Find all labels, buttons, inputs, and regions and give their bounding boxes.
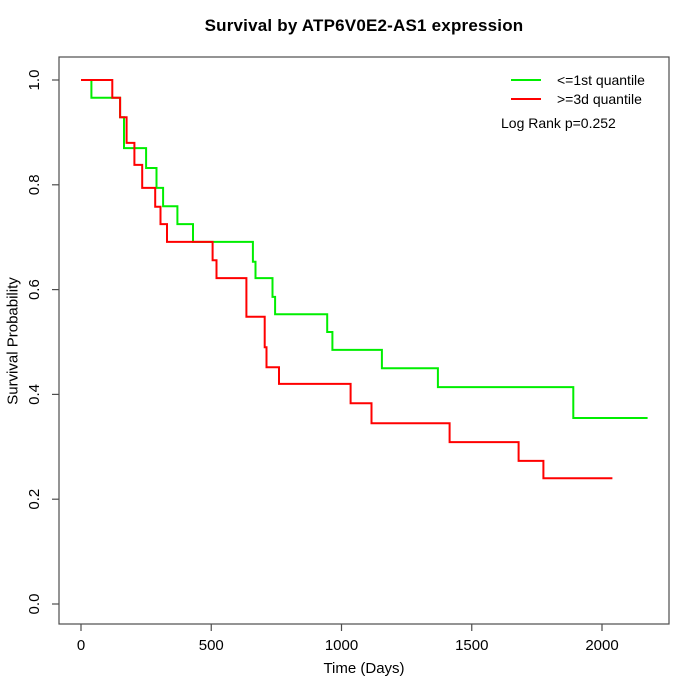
x-tick-label: 0 — [77, 637, 85, 654]
y-tick-label: 0.8 — [26, 174, 43, 195]
y-tick-label: 0.6 — [26, 279, 43, 300]
y-tick-label: 0.0 — [26, 594, 43, 615]
plot-box — [58, 56, 670, 625]
legend-line-red — [511, 97, 541, 100]
legend-label-first-quantile: <=1st quantile — [557, 71, 645, 88]
km-curve-red — [81, 79, 613, 480]
legend-item-first-quantile: <=1st quantile — [501, 70, 681, 89]
x-tick-label: 1000 — [325, 637, 358, 654]
y-tick-label: 0.2 — [26, 489, 43, 510]
log-rank-annotation: Log Rank p=0.252 — [501, 115, 616, 131]
y-tick-label: 0.4 — [26, 384, 43, 405]
legend-item-third-quantile: >=3d quantile — [501, 89, 681, 108]
legend: <=1st quantile >=3d quantile Log Rank p=… — [501, 70, 681, 132]
legend-label-third-quantile: >=3d quantile — [557, 90, 642, 107]
x-tick-label: 1500 — [455, 637, 488, 654]
x-tick-label: 500 — [199, 637, 224, 654]
legend-line-green — [511, 78, 541, 81]
km-curve-green — [81, 79, 648, 419]
y-tick-label: 1.0 — [26, 70, 43, 91]
x-tick-label: 2000 — [585, 637, 618, 654]
x-axis-title: Time (Days) — [323, 660, 405, 677]
y-axis-title: Survival Probability — [4, 277, 22, 405]
page-title: Survival by ATP6V0E2-AS1 expression — [204, 16, 524, 35]
